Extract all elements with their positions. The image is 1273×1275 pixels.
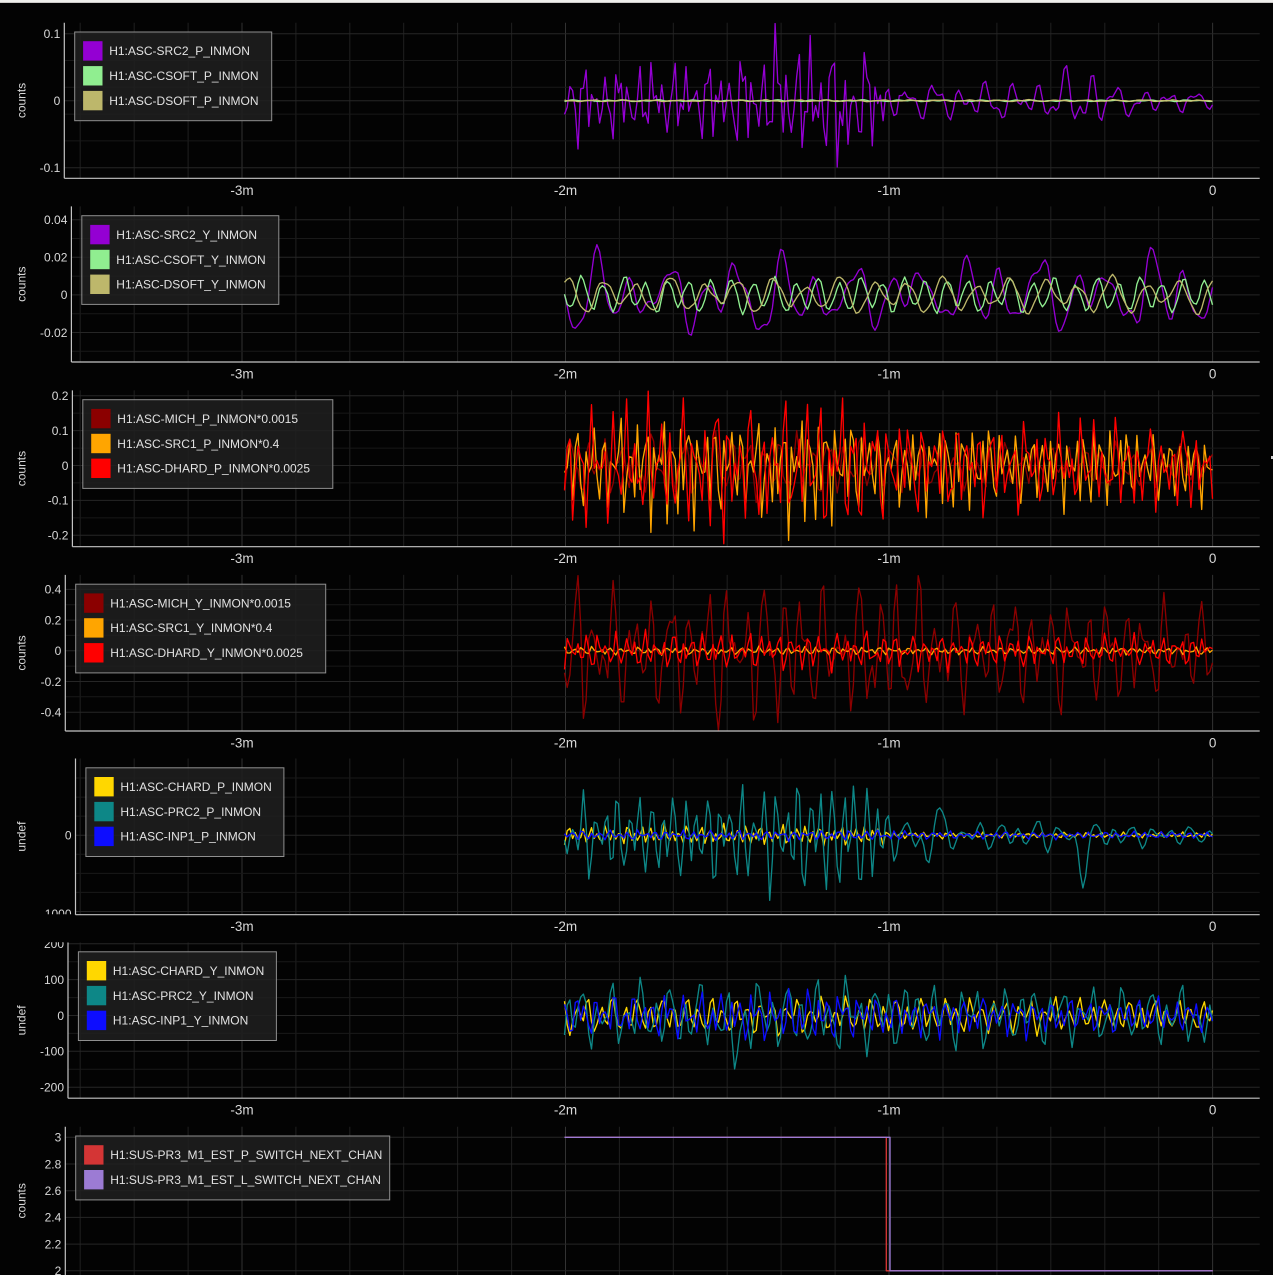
- svg-text:-2m: -2m: [554, 367, 577, 382]
- svg-text:counts: counts: [15, 451, 29, 486]
- svg-text:-0.4: -0.4: [41, 706, 62, 720]
- svg-text:0.2: 0.2: [52, 389, 69, 403]
- svg-text:-1m: -1m: [877, 183, 900, 198]
- svg-text:0: 0: [55, 644, 62, 658]
- svg-text:0.4: 0.4: [45, 583, 62, 597]
- svg-text:200: 200: [44, 937, 64, 951]
- svg-text:-3m: -3m: [230, 551, 253, 566]
- svg-text:-2m: -2m: [554, 736, 577, 751]
- svg-text:100: 100: [44, 973, 64, 987]
- svg-text:-200: -200: [40, 1081, 64, 1095]
- svg-text:H1:ASC-MICH_P_INMON*0.0015: H1:ASC-MICH_P_INMON*0.0015: [117, 412, 298, 426]
- svg-text:-2m: -2m: [554, 919, 577, 934]
- svg-text:counts: counts: [15, 83, 29, 118]
- svg-text:0: 0: [57, 1009, 64, 1023]
- svg-text:H1:ASC-CHARD_Y_INMON: H1:ASC-CHARD_Y_INMON: [113, 964, 264, 978]
- svg-text:H1:ASC-SRC1_Y_INMON*0.4: H1:ASC-SRC1_Y_INMON*0.4: [110, 621, 272, 635]
- svg-text:-2m: -2m: [554, 1103, 577, 1118]
- svg-text:-1m: -1m: [877, 1103, 900, 1118]
- svg-text:H1:ASC-PRC2_Y_INMON: H1:ASC-PRC2_Y_INMON: [113, 989, 254, 1003]
- svg-text:0: 0: [1209, 551, 1217, 566]
- svg-text:counts: counts: [15, 267, 29, 302]
- svg-text:0: 0: [54, 94, 61, 108]
- svg-text:0: 0: [1209, 367, 1217, 382]
- svg-text:H1:ASC-DSOFT_Y_INMON: H1:ASC-DSOFT_Y_INMON: [116, 278, 265, 292]
- svg-text:-3m: -3m: [230, 367, 253, 382]
- svg-text:0: 0: [1209, 919, 1217, 934]
- svg-text:H1:ASC-INP1_Y_INMON: H1:ASC-INP1_Y_INMON: [113, 1014, 248, 1028]
- svg-text:2.6: 2.6: [45, 1184, 62, 1198]
- svg-text:3: 3: [55, 1131, 62, 1145]
- svg-text:-3m: -3m: [230, 183, 253, 198]
- svg-text:counts: counts: [15, 635, 29, 670]
- svg-text:-1m: -1m: [877, 367, 900, 382]
- svg-text:-0.1: -0.1: [40, 161, 61, 175]
- svg-text:H1:ASC-CHARD_P_INMON: H1:ASC-CHARD_P_INMON: [120, 780, 271, 794]
- svg-text:H1:ASC-DSOFT_P_INMON: H1:ASC-DSOFT_P_INMON: [109, 94, 258, 108]
- svg-text:-1m: -1m: [877, 919, 900, 934]
- svg-text:-3m: -3m: [230, 919, 253, 934]
- svg-text:2.4: 2.4: [45, 1211, 62, 1225]
- svg-text:2: 2: [55, 1264, 62, 1275]
- svg-text:0: 0: [1209, 1103, 1217, 1118]
- svg-text:0.02: 0.02: [44, 251, 68, 265]
- svg-text:H1:ASC-SRC2_Y_INMON: H1:ASC-SRC2_Y_INMON: [116, 228, 257, 242]
- svg-text:-1m: -1m: [877, 551, 900, 566]
- svg-text:0: 0: [1209, 183, 1217, 198]
- svg-text:H1:ASC-DHARD_P_INMON*0.0025: H1:ASC-DHARD_P_INMON*0.0025: [117, 462, 310, 476]
- svg-text:2.8: 2.8: [45, 1157, 62, 1171]
- svg-text:-0.2: -0.2: [48, 529, 69, 543]
- svg-text:-0.1: -0.1: [48, 494, 69, 508]
- svg-text:H1:ASC-CSOFT_Y_INMON: H1:ASC-CSOFT_Y_INMON: [116, 253, 265, 267]
- svg-text:H1:ASC-CSOFT_P_INMON: H1:ASC-CSOFT_P_INMON: [109, 69, 258, 83]
- svg-text:0.2: 0.2: [45, 613, 62, 627]
- svg-text:0.1: 0.1: [52, 424, 69, 438]
- svg-text:undef: undef: [15, 1005, 29, 1036]
- svg-text:-0.2: -0.2: [41, 675, 62, 689]
- svg-text:-3m: -3m: [230, 1103, 253, 1118]
- svg-text:0: 0: [1209, 736, 1217, 751]
- svg-text:H1:ASC-PRC2_P_INMON: H1:ASC-PRC2_P_INMON: [120, 805, 261, 819]
- svg-text:0: 0: [62, 459, 69, 473]
- svg-text:0.04: 0.04: [44, 213, 68, 227]
- svg-text:H1:SUS-PR3_M1_EST_P_SWITCH_NEX: H1:SUS-PR3_M1_EST_P_SWITCH_NEXT_CHAN: [110, 1148, 382, 1162]
- svg-text:H1:ASC-DHARD_Y_INMON*0.0025: H1:ASC-DHARD_Y_INMON*0.0025: [110, 646, 303, 660]
- svg-text:H1:ASC-SRC2_P_INMON: H1:ASC-SRC2_P_INMON: [109, 44, 250, 58]
- svg-text:counts: counts: [15, 1183, 29, 1218]
- svg-text:-3m: -3m: [230, 736, 253, 751]
- svg-text:H1:ASC-INP1_P_INMON: H1:ASC-INP1_P_INMON: [120, 830, 255, 844]
- svg-text:-100: -100: [40, 1045, 64, 1059]
- svg-text:0.1: 0.1: [44, 27, 61, 41]
- svg-text:-2m: -2m: [554, 183, 577, 198]
- svg-text:-0.02: -0.02: [40, 326, 68, 340]
- svg-text:0: 0: [61, 288, 68, 302]
- svg-text:1000: 1000: [45, 907, 72, 921]
- svg-text:H1:ASC-MICH_Y_INMON*0.0015: H1:ASC-MICH_Y_INMON*0.0015: [110, 596, 291, 610]
- svg-text:-1m: -1m: [877, 736, 900, 751]
- svg-text:0: 0: [65, 829, 72, 843]
- svg-text:-2m: -2m: [554, 551, 577, 566]
- svg-text:undef: undef: [15, 821, 29, 852]
- svg-text:2.2: 2.2: [45, 1237, 62, 1251]
- svg-text:H1:ASC-SRC1_P_INMON*0.4: H1:ASC-SRC1_P_INMON*0.4: [117, 437, 279, 451]
- svg-text:H1:SUS-PR3_M1_EST_L_SWITCH_NEX: H1:SUS-PR3_M1_EST_L_SWITCH_NEXT_CHAN: [110, 1173, 381, 1187]
